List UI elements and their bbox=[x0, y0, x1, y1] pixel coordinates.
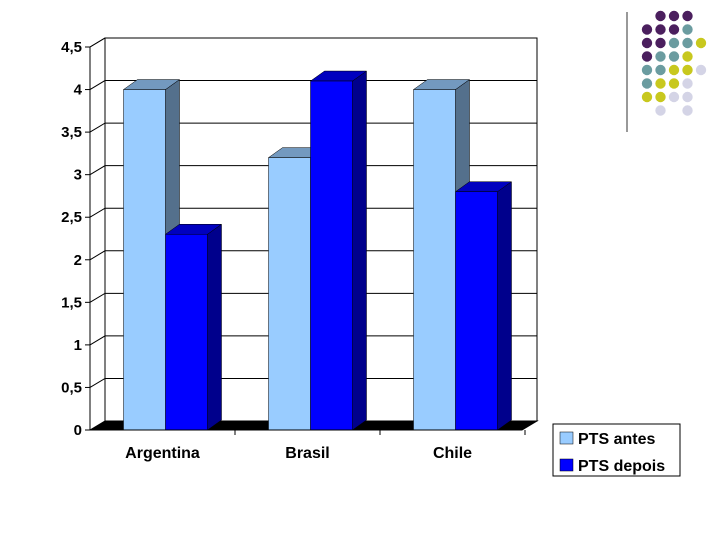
bar-front bbox=[455, 191, 498, 431]
decor-dot bbox=[641, 51, 653, 62]
decor-dot bbox=[682, 24, 693, 35]
legend-swatch bbox=[559, 431, 574, 445]
decor-dot bbox=[641, 91, 653, 103]
bar bbox=[454, 181, 513, 431]
category-label: Chile bbox=[433, 445, 472, 462]
gridline bbox=[89, 292, 537, 303]
y-tick-label: 4 bbox=[74, 82, 83, 99]
decor-dot bbox=[682, 78, 693, 89]
decor-dot bbox=[668, 64, 680, 76]
gridline bbox=[89, 122, 537, 133]
bar-side bbox=[497, 181, 512, 431]
category-label: Argentina bbox=[125, 445, 200, 462]
decor-dot bbox=[655, 91, 666, 103]
decor-dot bbox=[695, 37, 707, 49]
decor-dot bbox=[668, 10, 680, 22]
gridline bbox=[89, 207, 537, 218]
y-tick-label: 3 bbox=[74, 167, 82, 184]
bar bbox=[309, 70, 368, 431]
decor-dot bbox=[655, 10, 666, 22]
decor-dot bbox=[682, 10, 693, 22]
decor-dot bbox=[655, 24, 666, 35]
decor-dot bbox=[668, 24, 680, 35]
bar-front bbox=[310, 80, 353, 431]
legend-label: PTS depois bbox=[578, 458, 665, 475]
legend-label: PTS antes bbox=[578, 431, 655, 448]
gridline bbox=[89, 165, 537, 176]
decor-dot bbox=[668, 51, 680, 62]
bar-side bbox=[207, 223, 222, 431]
decor-dot bbox=[695, 64, 707, 76]
bar-side bbox=[352, 70, 367, 431]
decor-dot bbox=[682, 105, 693, 116]
dot-grid-decoration bbox=[626, 10, 707, 132]
decor-dot bbox=[641, 64, 653, 76]
y-tick-label: 2,5 bbox=[61, 209, 82, 226]
decor-dot bbox=[655, 37, 666, 49]
legend: PTS antes PTS depois bbox=[552, 423, 681, 477]
bar-front bbox=[123, 89, 166, 431]
gridline bbox=[89, 335, 537, 346]
legend-box bbox=[552, 423, 681, 477]
bar-series bbox=[122, 70, 513, 431]
decor-dot bbox=[655, 51, 666, 62]
decor-dot bbox=[682, 91, 693, 103]
bar bbox=[164, 223, 223, 431]
gridline bbox=[89, 37, 537, 48]
gridline bbox=[89, 250, 537, 261]
decor-dot bbox=[668, 91, 680, 103]
bar-front bbox=[165, 233, 208, 431]
category-label: Brasil bbox=[285, 445, 329, 462]
decor-dot bbox=[641, 78, 653, 89]
legend-swatch bbox=[559, 458, 574, 472]
y-tick-label: 2 bbox=[74, 252, 82, 269]
y-tick-label: 0,5 bbox=[61, 379, 82, 396]
y-tick-label: 4,5 bbox=[61, 39, 82, 56]
gridline bbox=[89, 377, 537, 388]
decor-dot bbox=[682, 37, 693, 49]
decor-dot bbox=[655, 78, 666, 89]
y-tick-label: 3,5 bbox=[61, 124, 82, 141]
decor-dot bbox=[641, 24, 653, 35]
decor-dot bbox=[655, 105, 666, 116]
decor-dot bbox=[668, 37, 680, 49]
decor-dot bbox=[655, 64, 666, 76]
decor-dot bbox=[641, 37, 653, 49]
category-axis: Argentina Brasil Chile bbox=[90, 429, 526, 462]
y-tick-label: 1,5 bbox=[61, 294, 82, 311]
decor-dot bbox=[668, 78, 680, 89]
bar-front bbox=[413, 89, 456, 431]
gridline bbox=[89, 80, 537, 90]
decor-dot bbox=[682, 64, 693, 76]
value-axis: 0 0,5 1 1,5 2 2,5 3 3,5 4 4,5 bbox=[61, 39, 90, 439]
bar-front bbox=[268, 157, 311, 431]
y-tick-label: 0 bbox=[74, 422, 82, 439]
decor-dot bbox=[682, 51, 693, 62]
y-tick-label: 1 bbox=[74, 337, 82, 354]
